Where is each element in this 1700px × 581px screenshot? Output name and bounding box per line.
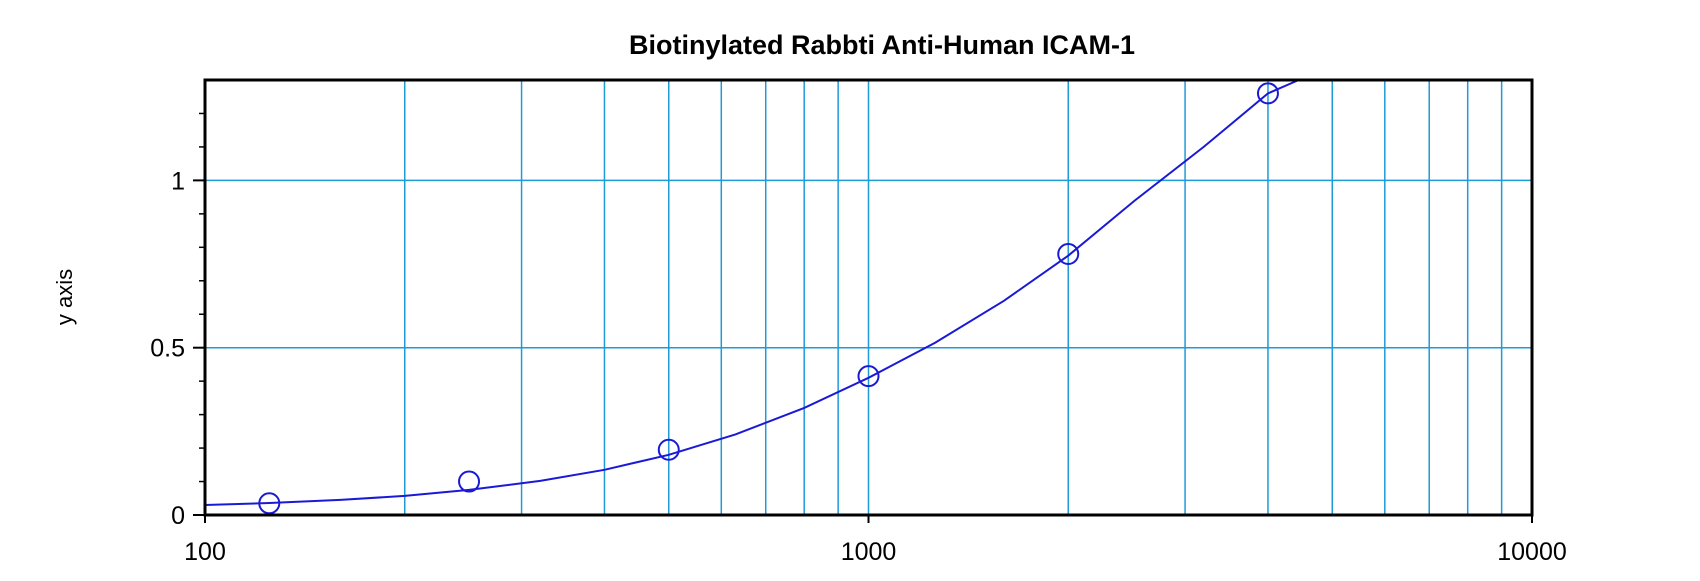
chart-title: Biotinylated Rabbti Anti-Human ICAM-1 <box>629 30 1135 60</box>
data-points <box>258 82 1279 515</box>
x-tick-label: 10000 <box>1497 538 1567 566</box>
y-tick-label: 1 <box>171 167 185 195</box>
y-axis-ticks: 00.51 <box>150 167 205 530</box>
x-axis-ticks: 100 1000 10000 <box>184 515 1567 566</box>
y-axis-label: y axis <box>52 269 77 325</box>
data-point <box>657 438 680 461</box>
x-tick-label: 1000 <box>841 538 897 566</box>
fit-curve-group <box>204 79 1300 506</box>
fit-curve <box>204 79 1300 506</box>
y-tick-label: 0 <box>171 502 185 530</box>
data-point <box>1057 243 1080 265</box>
x-tick-label: 100 <box>184 538 226 566</box>
grid <box>204 80 1533 516</box>
data-point <box>1256 82 1279 105</box>
data-point <box>458 470 481 493</box>
data-point <box>857 365 880 388</box>
y-tick-label: 0.5 <box>150 335 185 363</box>
data-point <box>258 492 281 515</box>
